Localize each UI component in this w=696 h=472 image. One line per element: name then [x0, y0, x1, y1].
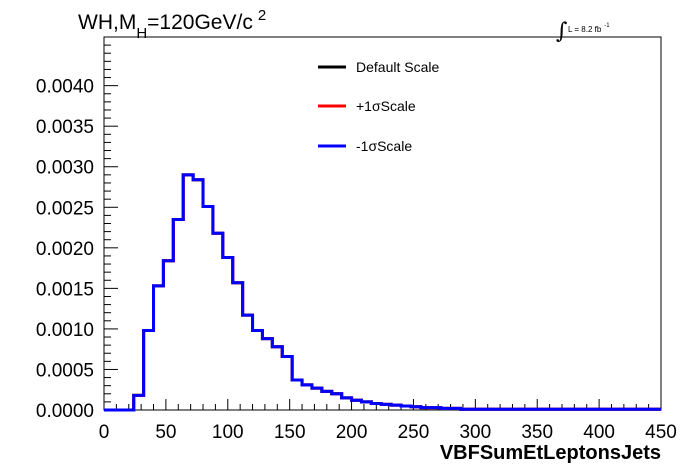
x-tick-label: 200: [336, 422, 368, 443]
y-tick-label: 0.0020: [36, 239, 94, 260]
x-tick-label: 300: [459, 422, 491, 443]
title-middle: =120GeV/c: [147, 11, 253, 34]
luminosity-text: L = 8.2 fb: [568, 25, 602, 34]
y-tick-label: 0.0030: [36, 158, 94, 179]
y-tick-label: 0.0035: [36, 117, 94, 138]
y-tick-label: 0.0040: [36, 77, 94, 98]
y-tick-label: 0.0010: [36, 320, 94, 341]
x-tick-label: 0: [99, 422, 110, 443]
x-axis: 0 50 100 150 200 250 300 350 400 450: [99, 399, 677, 443]
y-tick-label: 0.0015: [36, 279, 94, 300]
y-tick-label: 0.0005: [36, 360, 94, 381]
legend-label-minus-sigma: -1σScale: [356, 138, 412, 154]
legend: Default Scale +1σScale -1σScale: [318, 59, 439, 154]
legend-label-plus-sigma: +1σScale: [356, 98, 416, 114]
x-tick-label: 100: [212, 422, 244, 443]
y-tick-label: 0.0000: [36, 401, 94, 422]
title-prefix: WH,M: [78, 11, 136, 34]
legend-label-default-scale: Default Scale: [356, 59, 439, 75]
x-axis-title: VBFSumEtLeptonsJets: [440, 442, 661, 464]
luminosity-label: L = 8.2 fb -1: [568, 23, 610, 34]
x-tick-label: 350: [521, 422, 553, 443]
series-minus-sigma: [104, 173, 661, 412]
chart-title: WH,MH=120GeV/c 2: [78, 7, 266, 42]
series-layer: [104, 173, 661, 412]
title-subscript: H: [136, 25, 147, 42]
y-tick-label: 0.0025: [36, 198, 94, 219]
x-tick-label: 150: [274, 422, 306, 443]
y-axis: 0.0000 0.0005 0.0010 0.0015 0.0020 0.0025 0.00…: [36, 44, 118, 422]
title-superscript: 2: [258, 7, 266, 24]
integral-symbol: ∫: [556, 19, 568, 44]
x-tick-label: 400: [583, 422, 615, 443]
luminosity-superscript: -1: [604, 23, 610, 29]
x-tick-label: 50: [155, 422, 176, 443]
x-tick-label: 250: [398, 422, 430, 443]
x-tick-label: 450: [645, 422, 677, 443]
